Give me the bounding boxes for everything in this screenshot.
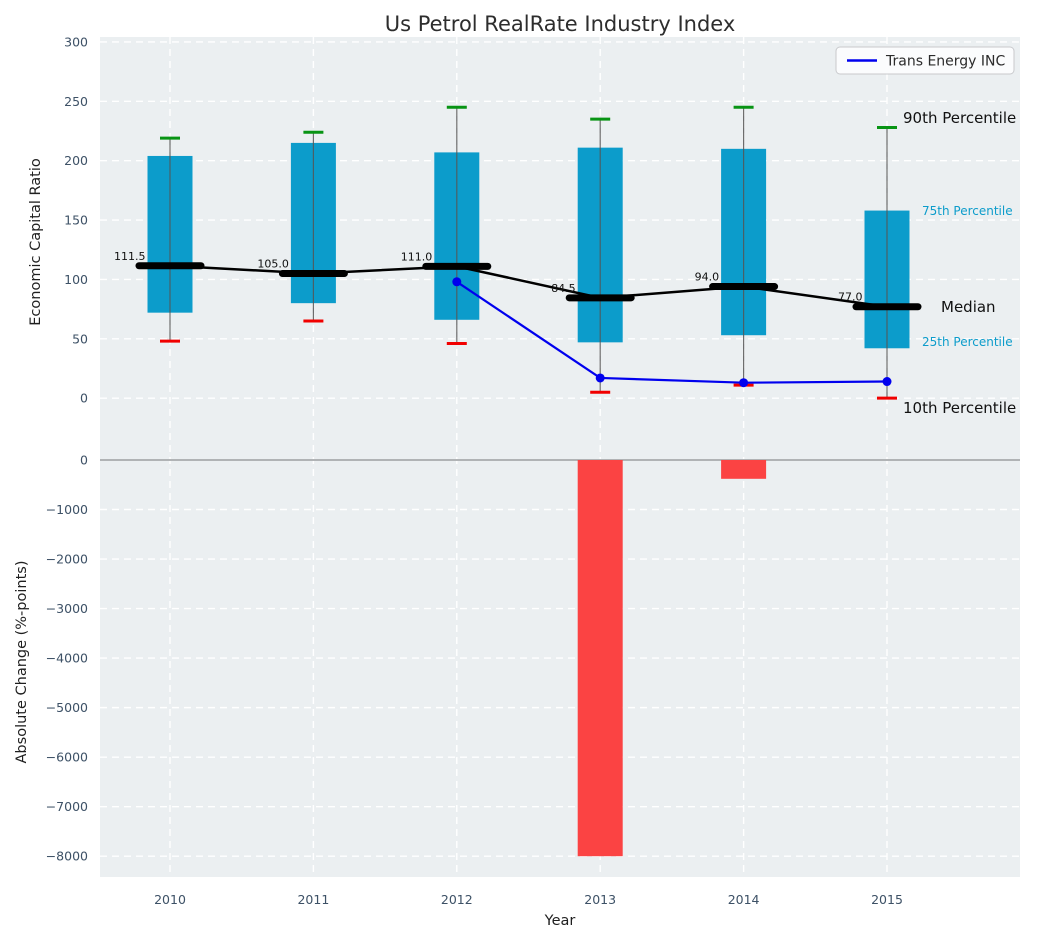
company-point [739, 378, 749, 388]
y-axis-label-top: Economic Capital Ratio [28, 158, 44, 326]
median-value-label: 94.0 [695, 271, 720, 284]
median-value-label: 84.5 [551, 282, 576, 295]
ytick-top: 100 [64, 272, 88, 287]
label-90th-percentile: 90th Percentile [903, 109, 1016, 127]
legend-label: Trans Energy INC [885, 54, 1006, 70]
label-10th-percentile: 10th Percentile [903, 399, 1016, 417]
company-line [456, 280, 888, 384]
ytick-top: 300 [64, 34, 88, 49]
percentile-boxes [147, 105, 910, 400]
ytick-bottom: −2000 [46, 552, 88, 567]
company-line-layer [452, 277, 892, 388]
ytick-top: 0 [80, 391, 88, 406]
median-value-label: 105.0 [257, 257, 289, 270]
ytick-bottom: −3000 [46, 601, 88, 616]
legend-box [835, 46, 1015, 75]
ytick-bottom: −8000 [46, 849, 88, 864]
label-25th-percentile: 25th Percentile [922, 335, 1013, 349]
ytick-bottom: −6000 [46, 750, 88, 765]
xtick-year: 2015 [871, 892, 903, 907]
ytick-top: 250 [64, 94, 88, 109]
grid-layer [100, 37, 1020, 877]
plot-background [100, 37, 1020, 877]
y-axis-label-bottom: Absolute Change (%-points) [14, 561, 30, 764]
company-point [452, 277, 462, 287]
ytick-bottom: −7000 [46, 799, 88, 814]
ytick-bottom: 0 [80, 452, 88, 467]
company-point [595, 373, 605, 383]
median-value-label: 111.0 [401, 250, 433, 263]
ytick-top: 50 [72, 331, 88, 346]
median-line-layer: 111.5 105.0 111.0 84.5 94.0 77.0 [114, 250, 922, 311]
ytick-bottom: −1000 [46, 502, 88, 517]
ytick-bottom: −5000 [46, 700, 88, 715]
xtick-year: 2014 [728, 892, 760, 907]
xtick-year: 2013 [584, 892, 616, 907]
axis-ticks-layer: 0 50 100 150 200 250 300 0 −1000 −2000 −3000 −4000 −… [46, 34, 903, 907]
label-75th-percentile: 75th Percentile [922, 204, 1013, 218]
legend: Trans Energy INC [835, 46, 1015, 75]
ytick-top: 150 [64, 213, 88, 228]
xtick-year: 2011 [297, 892, 329, 907]
median-value-label: 77.0 [838, 291, 863, 304]
xtick-year: 2012 [441, 892, 473, 907]
ytick-bottom: −4000 [46, 651, 88, 666]
ytick-top: 200 [64, 153, 88, 168]
company-point [882, 377, 892, 387]
label-median: Median [941, 298, 996, 316]
xtick-year: 2010 [154, 892, 186, 907]
bar-2014 [721, 459, 767, 479]
chart-title: Us Petrol RealRate Industry Index [385, 12, 736, 36]
median-value-label: 111.5 [114, 250, 146, 263]
negative-change-bars [577, 459, 767, 857]
x-axis-label: Year [544, 913, 576, 929]
bar-2013 [577, 459, 623, 857]
